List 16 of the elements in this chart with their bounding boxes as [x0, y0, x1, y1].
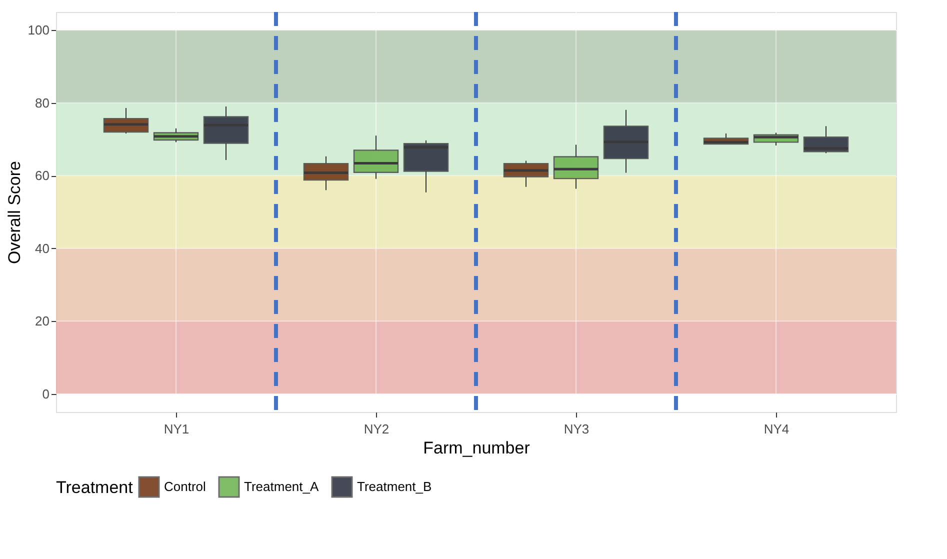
legend-title: Treatment	[56, 478, 134, 497]
legend-label: Treatment_A	[244, 479, 319, 494]
y-tick-label: 20	[35, 314, 50, 329]
y-tick-label: 40	[35, 240, 50, 256]
x-tick-label: NY3	[564, 422, 590, 436]
y-tick-label: 80	[35, 95, 50, 110]
y-tick-label: 60	[35, 168, 50, 184]
x-tick-label: NY1	[164, 422, 190, 436]
x-axis-title: Farm_number	[423, 438, 530, 458]
x-tick-label: NY2	[364, 422, 390, 436]
legend-label: Control	[164, 479, 206, 494]
x-tick-label: NY4	[764, 422, 790, 436]
y-tick-label: 100	[28, 22, 50, 38]
y-axis-title: Overall Score	[4, 161, 24, 264]
y-tick-label: 0	[42, 386, 50, 402]
legend-label: Treatment_B	[357, 479, 432, 494]
